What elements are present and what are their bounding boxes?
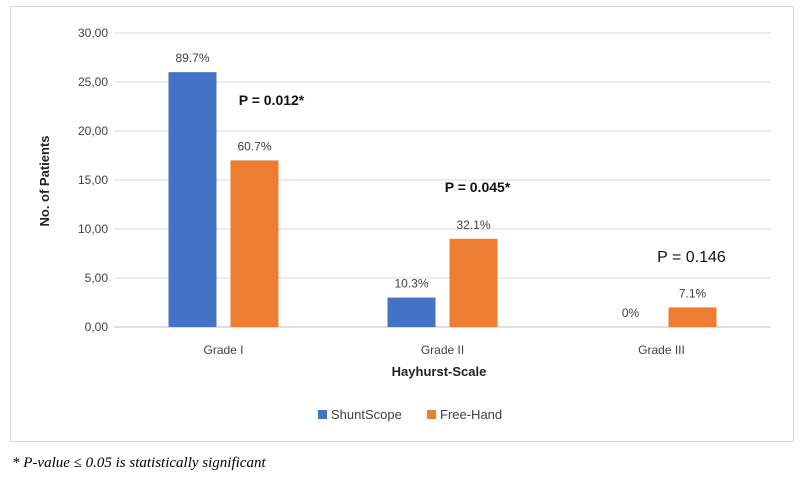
x-tick-label: Grade III bbox=[638, 343, 685, 357]
data-label: 60.7% bbox=[237, 139, 271, 153]
legend-swatch bbox=[427, 410, 436, 419]
bar-free-hand-1 bbox=[449, 238, 498, 327]
y-tick-label: 25,00 bbox=[78, 75, 108, 89]
data-labels: 89.7% 60.7% 10.3% 32.1% 0% 7.1% bbox=[175, 51, 706, 320]
gridlines bbox=[114, 32, 771, 328]
legend-label: ShuntScope bbox=[331, 407, 402, 422]
p-value-annotation: P = 0.012* bbox=[239, 92, 305, 108]
legend: ShuntScope Free-Hand bbox=[318, 407, 502, 422]
bar-shuntscope-1 bbox=[387, 297, 436, 327]
y-tick-label: 15,00 bbox=[78, 173, 108, 187]
y-tick-label: 20,00 bbox=[78, 124, 108, 138]
bar-shuntscope-0 bbox=[168, 72, 217, 327]
annotations: P = 0.012* P = 0.045* P = 0.146 bbox=[239, 92, 726, 266]
bar-free-hand-2 bbox=[668, 307, 717, 327]
chart-frame: 0,00 5,00 10,00 15,00 20,00 25,00 30,00 89.7% 6… bbox=[10, 6, 794, 442]
data-label: 10.3% bbox=[394, 277, 428, 291]
x-tick-label: Grade I bbox=[203, 343, 243, 357]
data-label: 89.7% bbox=[175, 51, 209, 65]
data-label: 0% bbox=[622, 306, 640, 320]
y-axis-ticks: 0,00 5,00 10,00 15,00 20,00 25,00 30,00 bbox=[78, 26, 108, 334]
x-axis-ticks: Grade I Grade II Grade III bbox=[203, 343, 684, 357]
y-tick-label: 5,00 bbox=[85, 271, 109, 285]
footnote: * P-value ≤ 0.05 is statistically signif… bbox=[12, 455, 266, 471]
y-tick-label: 30,00 bbox=[78, 26, 108, 40]
y-tick-label: 10,00 bbox=[78, 222, 108, 236]
bars bbox=[168, 72, 717, 327]
y-tick-label: 0,00 bbox=[85, 320, 109, 334]
data-label: 32.1% bbox=[456, 218, 490, 232]
legend-swatch bbox=[318, 410, 327, 419]
y-axis-title: No. of Patients bbox=[37, 135, 52, 226]
data-label: 7.1% bbox=[679, 286, 707, 300]
x-axis-title: Hayhurst-Scale bbox=[392, 364, 487, 379]
bar-chart: 0,00 5,00 10,00 15,00 20,00 25,00 30,00 89.7% 6… bbox=[37, 26, 771, 422]
p-value-annotation: P = 0.146 bbox=[657, 249, 726, 266]
x-tick-label: Grade II bbox=[421, 343, 464, 357]
bar-free-hand-0 bbox=[230, 160, 279, 327]
p-value-annotation: P = 0.045* bbox=[445, 179, 511, 195]
legend-label: Free-Hand bbox=[440, 407, 502, 422]
